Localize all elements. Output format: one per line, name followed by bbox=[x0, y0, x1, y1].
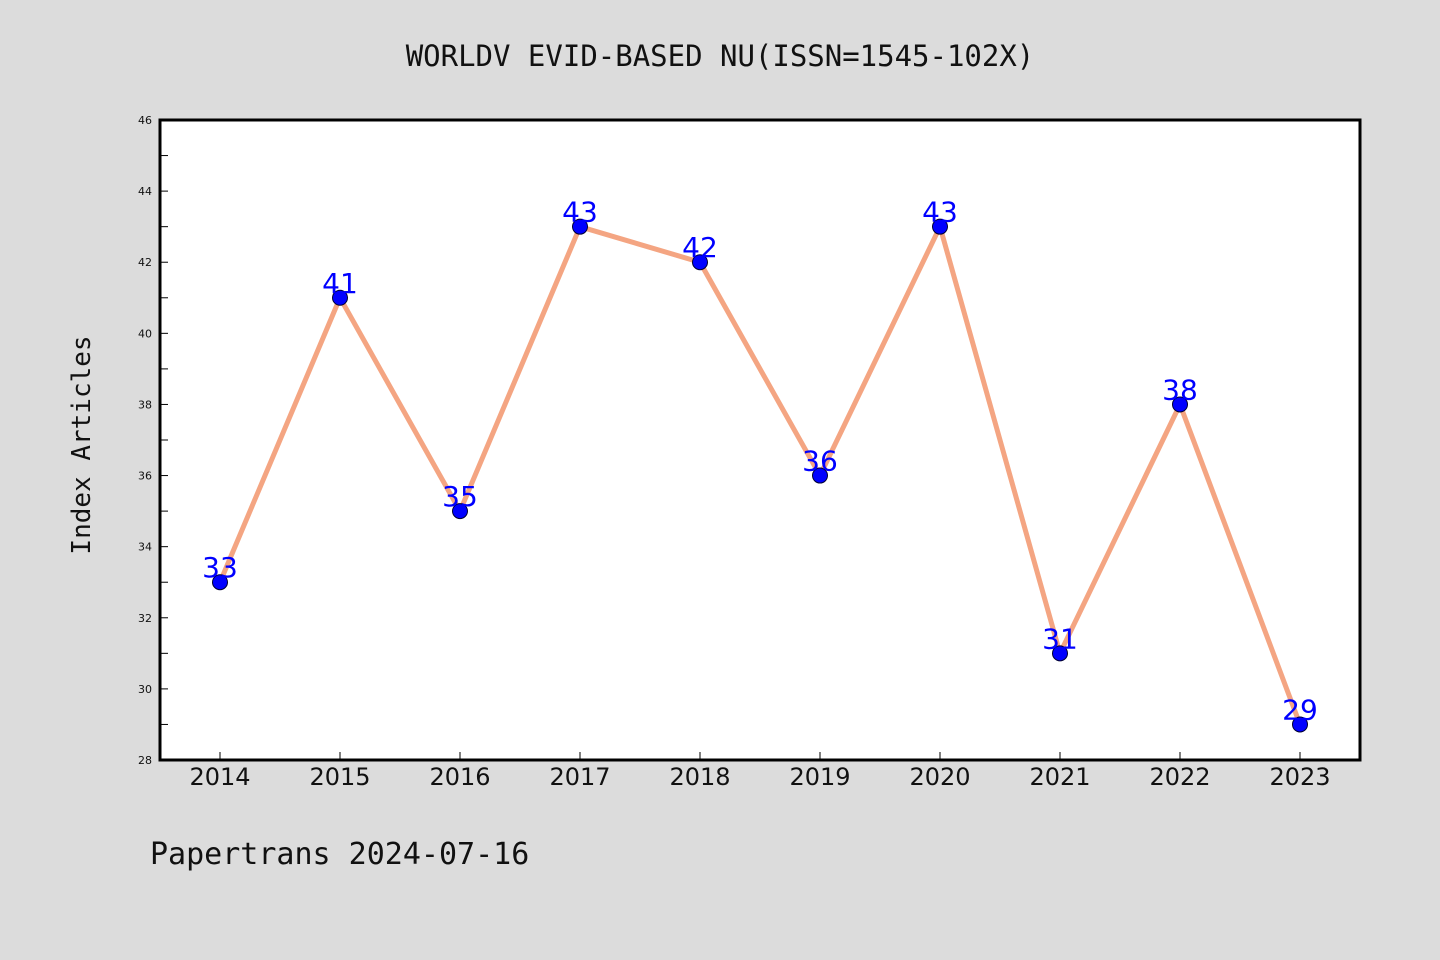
x-tick-label: 2015 bbox=[309, 763, 370, 791]
y-axis-label: Index Articles bbox=[67, 335, 97, 554]
data-label: 31 bbox=[1042, 622, 1078, 655]
data-point bbox=[1052, 645, 1068, 662]
data-label: 43 bbox=[562, 196, 598, 229]
data-label: 38 bbox=[1162, 373, 1198, 406]
y-tick-label: 34 bbox=[138, 541, 152, 554]
x-tick-label: 2021 bbox=[1029, 763, 1090, 791]
data-point bbox=[212, 574, 228, 591]
x-tick-label: 2022 bbox=[1149, 763, 1210, 791]
y-tick-label: 30 bbox=[138, 683, 152, 696]
data-point bbox=[452, 503, 468, 520]
data-label: 29 bbox=[1282, 693, 1318, 726]
x-tick-label: 2023 bbox=[1269, 763, 1330, 791]
data-point bbox=[572, 218, 588, 235]
chart-title: WORLDV EVID-BASED NU(ISSN=1545-102X) bbox=[406, 39, 1035, 73]
x-tick-label: 2020 bbox=[909, 763, 970, 791]
data-label: 42 bbox=[682, 231, 718, 264]
y-tick-label: 42 bbox=[138, 256, 152, 269]
x-tick-label: 2016 bbox=[429, 763, 490, 791]
x-tick-label: 2019 bbox=[789, 763, 850, 791]
data-label: 41 bbox=[322, 267, 358, 300]
data-point bbox=[1292, 716, 1308, 733]
data-label: 33 bbox=[202, 551, 238, 584]
data-label: 36 bbox=[802, 445, 838, 478]
y-tick-label: 32 bbox=[138, 612, 152, 625]
plot-area bbox=[158, 118, 1362, 762]
x-tick-label: 2017 bbox=[549, 763, 610, 791]
y-tick-label: 44 bbox=[138, 185, 152, 198]
data-point bbox=[692, 254, 708, 271]
x-tick-label: 2018 bbox=[669, 763, 730, 791]
data-point bbox=[1172, 396, 1188, 413]
x-axis: 2014 2015 2016 2017 2018 2019 2020 2021 2022 2023 bbox=[189, 752, 1331, 791]
y-tick-label: 40 bbox=[138, 327, 152, 340]
series-line bbox=[217, 224, 1303, 727]
x-tick-label: 2014 bbox=[189, 763, 250, 791]
y-tick-label: 46 bbox=[138, 114, 152, 127]
data-point bbox=[932, 218, 948, 235]
y-tick-label: 36 bbox=[138, 470, 152, 483]
data-label: 35 bbox=[442, 480, 478, 513]
y-axis: 28 30 32 34 36 38 40 42 44 46 bbox=[138, 114, 168, 767]
series-layer: 33 41 35 43 42 36 43 31 38 29 bbox=[202, 196, 1318, 733]
footer-text: Papertrans 2024-07-16 bbox=[150, 837, 529, 872]
y-tick-label: 38 bbox=[138, 398, 152, 411]
y-tick-label: 28 bbox=[138, 754, 152, 767]
data-point bbox=[332, 289, 348, 306]
data-point bbox=[812, 467, 828, 484]
data-label: 43 bbox=[922, 196, 958, 229]
